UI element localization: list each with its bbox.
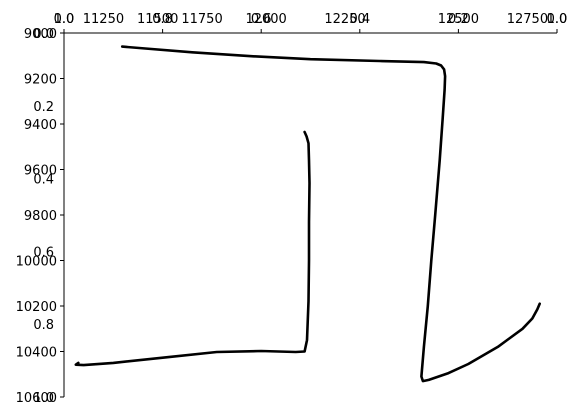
series-line-1	[120, 45, 541, 383]
y-tick-label: 9600	[24, 164, 57, 179]
overlay-x-tick-label: 1.0	[547, 12, 568, 27]
overlay-y-tick-label: 0.8	[33, 318, 54, 333]
x-tick-label: 0.4	[349, 12, 370, 27]
overlay-x-tick-label: 11750	[181, 12, 222, 27]
y-tick-label: 10600	[16, 391, 57, 406]
x-tick-labels: 0.0 0.2 0.4 0.6 0.8 1.0	[54, 12, 568, 33]
overlay-y-tick-label: 1.0	[33, 391, 54, 406]
y-tick-label: 10200	[16, 300, 57, 315]
overlay-x-tick-label: 12250	[324, 12, 365, 27]
overlay-y-tick-label: 0.0	[33, 27, 54, 42]
overlay-y-tick-labels: 0.0 0.2 0.4 0.6 0.8 1.0	[33, 27, 54, 406]
x-tick-label: 0.0	[547, 12, 568, 27]
y-tick-label: 9000	[24, 27, 57, 42]
overlay-x-tick-label: 12500	[438, 12, 479, 27]
x-tick-label: 1.0	[54, 12, 75, 27]
overlay-y-tick-label: 0.2	[33, 100, 54, 115]
overlay-x-tick-labels: 0.0 11250 11500 11750 12000 12250 12500 127501.…	[54, 12, 568, 27]
series-layer	[74, 45, 541, 383]
overlay-x-tick-label: 12750	[507, 12, 548, 27]
y-tick-label: 10400	[16, 346, 57, 361]
overlay-x-tick-label: 0.0	[54, 12, 75, 27]
y-tick-label: 9400	[24, 118, 57, 133]
overlay-x-tick-label: 11500	[137, 12, 178, 27]
overlay-x-tick-label: 11250	[83, 12, 124, 27]
y-tick-label: 9200	[24, 73, 57, 88]
overlay-y-tick-label: 0.4	[33, 173, 54, 188]
overlay-y-tick-label: 0.6	[33, 245, 54, 260]
x-tick-label: 0.8	[152, 12, 173, 27]
y-tick-labels: 9000 9200 9400 9600 9800 10000 10200 10400 10600	[16, 27, 64, 406]
y-tick-label: 10000	[16, 255, 57, 270]
x-tick-label: 0.2	[448, 12, 469, 27]
overlay-x-tick-label: 12000	[245, 12, 286, 27]
series-line-2	[74, 130, 311, 367]
y-tick-label: 9800	[24, 209, 57, 224]
x-tick-label: 0.6	[251, 12, 272, 27]
